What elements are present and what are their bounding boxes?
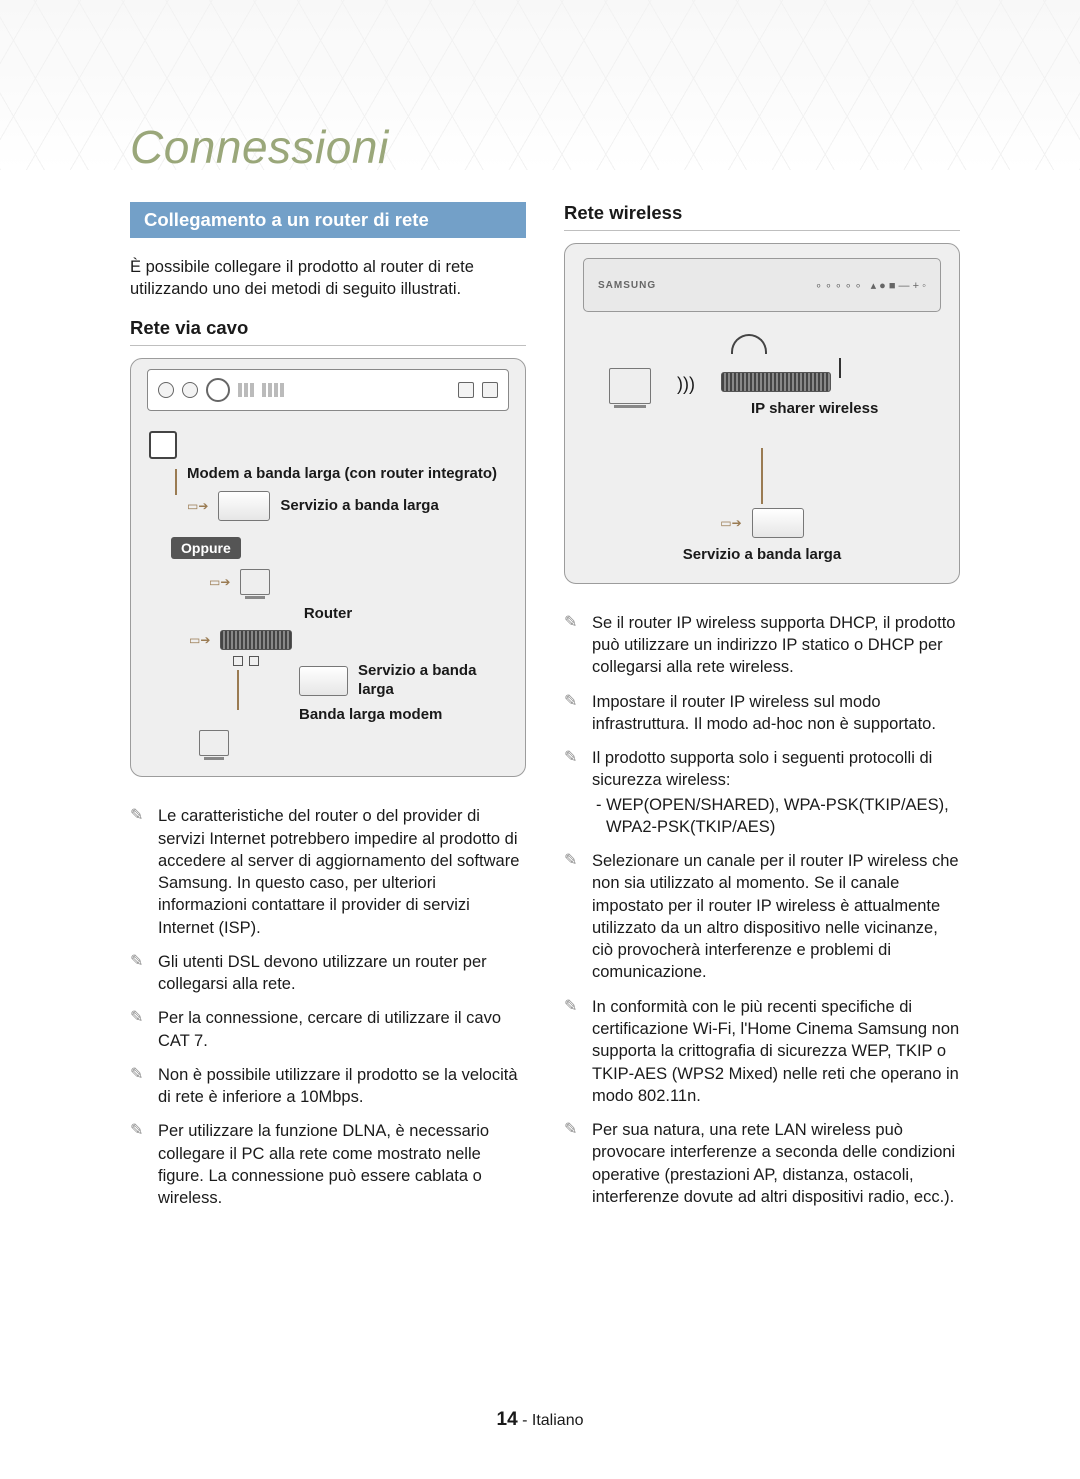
label-modem: Modem a banda larga (con router integrat… <box>187 465 507 484</box>
label-service-2: Servizio a banda larga <box>358 662 507 700</box>
notes-list-left: Le caratteristiche del router o del prov… <box>130 805 526 1209</box>
note-item: Le caratteristiche del router o del prov… <box>130 805 526 939</box>
note-item: Se il router IP wireless supporta DHCP, … <box>564 612 960 679</box>
wireless-router-icon <box>721 372 841 392</box>
note-item: In conformità con le più recenti specifi… <box>564 996 960 1107</box>
modem2-icon <box>299 666 348 696</box>
lan-port-icon <box>149 431 177 459</box>
signal-icon: ))) <box>677 374 695 395</box>
sub-heading-wireless: Rete wireless <box>564 202 960 231</box>
note-item: Selezionare un canale per il router IP w… <box>564 850 960 984</box>
chapter-title: Connessioni <box>130 120 960 174</box>
modem3-icon <box>752 508 804 538</box>
device-front-panel: SAMSUNG ∘∘∘∘∘ ▴ ● ■ — + ◦ <box>583 258 941 312</box>
label-router: Router <box>149 605 507 624</box>
intro-paragraph: È possibile collegare il prodotto al rou… <box>130 256 526 301</box>
footer-separator: - <box>522 1412 532 1429</box>
note-item: Impostare il router IP wireless sul modo… <box>564 691 960 736</box>
label-broadband-modem: Banda larga modem <box>299 706 507 725</box>
note-item: Per utilizzare la funzione DLNA, è neces… <box>130 1120 526 1209</box>
note-item: Il prodotto supporta solo i seguenti pro… <box>564 747 960 838</box>
label-service-3: Servizio a banda larga <box>581 546 943 565</box>
two-column-layout: Collegamento a un router di rete È possi… <box>130 202 960 1222</box>
page-language: Italiano <box>532 1412 584 1429</box>
note-text: Il prodotto supporta solo i seguenti pro… <box>592 749 932 789</box>
note-item: Non è possibile utilizzare il prodotto s… <box>130 1064 526 1109</box>
right-column: Rete wireless SAMSUNG ∘∘∘∘∘ ▴ ● ■ — + ◦ … <box>564 202 960 1222</box>
page-footer: 14 - Italiano <box>0 1409 1080 1431</box>
pc-icon <box>240 569 270 595</box>
label-service-1: Servizio a banda larga <box>280 497 438 516</box>
section-heading-bar: Collegamento a un router di rete <box>130 202 526 238</box>
sub-heading-wired: Rete via cavo <box>130 317 526 346</box>
router-icon <box>220 630 292 650</box>
figure-wireless-network: SAMSUNG ∘∘∘∘∘ ▴ ● ■ — + ◦ ))) <box>564 243 960 584</box>
figure-wired-network: Modem a banda larga (con router integrat… <box>130 358 526 778</box>
modem-icon <box>218 491 270 521</box>
left-column: Collegamento a un router di rete È possi… <box>130 202 526 1222</box>
note-sub: - WEP(OPEN/SHARED), WPA-PSK(TKIP/AES), W… <box>592 794 960 839</box>
page-number: 14 <box>497 1409 518 1430</box>
note-item: Per la connessione, cercare di utilizzar… <box>130 1007 526 1052</box>
pc3-icon <box>609 368 651 404</box>
page-content: Connessioni Collegamento a un router di … <box>0 0 1080 1272</box>
note-item: Per sua natura, una rete LAN wireless pu… <box>564 1119 960 1208</box>
note-item: Gli utenti DSL devono utilizzare un rout… <box>130 951 526 996</box>
device-back-panel <box>147 369 509 411</box>
pc2-icon <box>199 730 229 756</box>
or-badge: Oppure <box>171 537 241 559</box>
label-ip-sharer: IP sharer wireless <box>751 400 878 419</box>
notes-list-right: Se il router IP wireless supporta DHCP, … <box>564 612 960 1208</box>
wifi-arc-icon <box>731 334 767 354</box>
